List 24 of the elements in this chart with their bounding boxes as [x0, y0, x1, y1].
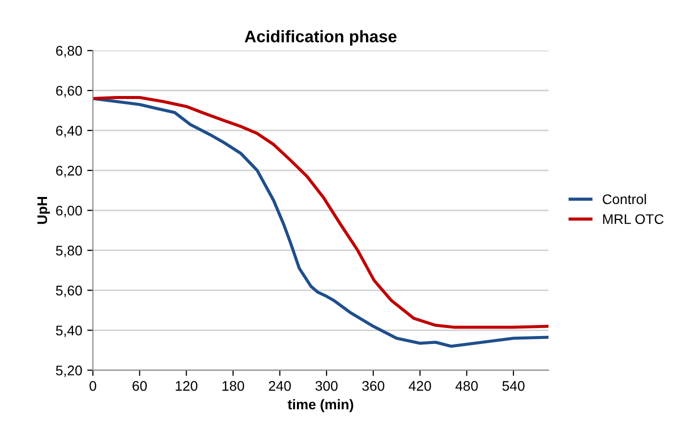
- y-tick-label: 5,40: [56, 326, 82, 338]
- y-tick-label: 5,60: [56, 286, 82, 298]
- x-tick-label: 0: [90, 381, 96, 391]
- y-tick-label: 6,20: [56, 166, 82, 178]
- x-tick-label: 60: [132, 381, 147, 391]
- y-axis-title: UpH: [37, 197, 50, 224]
- x-tick-label: 360: [362, 381, 384, 391]
- x-tick-label: 420: [408, 381, 432, 391]
- x-tick-label: 180: [222, 381, 244, 391]
- chart-title: Acidification phase: [244, 30, 397, 46]
- x-tick-label: 540: [502, 381, 524, 391]
- x-tick-label: 300: [315, 381, 338, 391]
- y-tick-label: 5,20: [56, 366, 82, 378]
- x-tick-label: 480: [455, 381, 478, 391]
- x-axis-title: time (min): [288, 399, 354, 412]
- y-tick-label: 6,40: [56, 126, 82, 138]
- y-tick-label: 6,80: [56, 46, 82, 58]
- y-tick-label: 6,60: [56, 86, 82, 98]
- x-tick-label: 240: [268, 381, 291, 391]
- y-tick-label: 6,00: [56, 206, 82, 218]
- legend-label: Control: [602, 194, 646, 204]
- y-tick-label: 5,80: [56, 246, 82, 258]
- x-tick-label: 120: [176, 381, 198, 391]
- legend-label: MRL OTC: [603, 214, 664, 224]
